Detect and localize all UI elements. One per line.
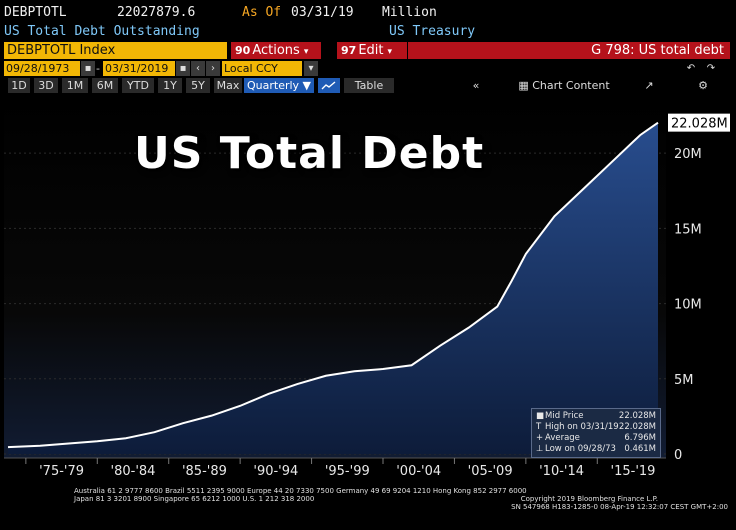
legend-label: Average: [545, 433, 580, 443]
period-6m[interactable]: 6M: [92, 78, 118, 93]
calendar-icon[interactable]: ▪: [81, 61, 95, 76]
legend-row: ⊥ Low on 09/28/73 0.461M: [536, 444, 656, 455]
x-tick-label: '00-'04: [396, 464, 441, 479]
x-tick-label: '10-'14: [539, 464, 584, 479]
prev-icon[interactable]: ‹: [191, 61, 205, 76]
gear-icon[interactable]: ⚙: [694, 78, 712, 93]
chevron-down-icon: ▾: [303, 47, 309, 57]
start-date-field[interactable]: 09/28/1973: [4, 61, 80, 76]
y-tick-label: 5M: [674, 373, 694, 388]
actions-num: 90: [235, 44, 251, 57]
footer-copyright: Copyright 2019 Bloomberg Finance L.P.: [520, 495, 658, 503]
footer-phones-2: Japan 81 3 3201 8900 Singapore 65 6212 1…: [74, 495, 315, 503]
legend-value: 22.028M: [618, 422, 656, 432]
legend-value: 0.461M: [624, 444, 656, 454]
units: Million: [382, 5, 437, 20]
edit-chart-icon[interactable]: ↗: [640, 78, 658, 93]
chevron-down-icon[interactable]: ▾: [304, 61, 318, 76]
as-of-date: 03/31/19: [291, 5, 354, 20]
chevron-down-icon: ▾: [387, 47, 393, 57]
end-date-field[interactable]: 03/31/2019: [103, 61, 175, 76]
period-1m[interactable]: 1M: [62, 78, 88, 93]
edit-num: 97: [341, 44, 357, 57]
calendar-icon[interactable]: ▪: [176, 61, 190, 76]
legend-symbol: T: [536, 422, 542, 432]
legend-row: ■Mid Price 22.028M: [536, 411, 656, 422]
range-dash: -: [96, 62, 100, 75]
chart-content-label: Chart Content: [532, 79, 610, 92]
y-axis: 0 5M 10M 15M 20M: [674, 147, 702, 463]
legend-row: + Average 6.796M: [536, 433, 656, 444]
chart-content-button[interactable]: ▦ Chart Content: [504, 78, 624, 93]
last-value-label: 22.028M: [668, 113, 730, 132]
legend-symbol: ■: [536, 411, 545, 421]
debt-line: [7, 121, 659, 449]
legend-label: Low on 09/28/73: [545, 444, 616, 454]
legend-symbol: ⊥: [536, 444, 544, 454]
chart-legend: ■Mid Price 22.028M T High on 03/31/19 22.02…: [531, 408, 661, 458]
footer-phones-1: Australia 61 2 9777 8600 Brazil 5511 239…: [74, 487, 527, 495]
undo-icon[interactable]: ↶: [684, 61, 698, 76]
chart-toolbar: 1D 3D 1M 6M YTD 1Y 5Y Max Quarterly ▼ Ta…: [4, 78, 732, 93]
period-1d[interactable]: 1D: [8, 78, 30, 93]
ticker: DEBPTOTL: [4, 5, 67, 20]
x-tick-label: '90-'94: [253, 464, 298, 479]
last-value-box: [668, 113, 730, 132]
redo-icon[interactable]: ↷: [704, 61, 718, 76]
currency-select[interactable]: Local CCY: [222, 61, 302, 76]
source: US Treasury: [389, 24, 476, 39]
x-tick-label: '85-'89: [182, 464, 227, 479]
x-tick-label: '75-'79: [39, 464, 84, 479]
chart-title-overlay: US Total Debt: [134, 128, 485, 179]
footer-session: SN 547968 H183-1285-0 08-Apr-19 12:32:07…: [511, 503, 728, 511]
legend-row: T High on 03/31/19 22.028M: [536, 422, 656, 433]
actions-label: Actions: [252, 43, 300, 58]
legend-value: 22.028M: [618, 411, 656, 421]
y-tick-label: 10M: [674, 298, 702, 313]
table-button[interactable]: Table: [344, 78, 394, 93]
period-1y[interactable]: 1Y: [158, 78, 182, 93]
debt-chart[interactable]: 0 5M 10M 15M 20M '75-'79 '80-'84 '85-'89 '90-'9…: [4, 96, 732, 484]
last-value-text: 22.028M: [671, 117, 728, 132]
x-axis: '75-'79 '80-'84 '85-'89 '90-'94 '95-'99 '00-'…: [4, 457, 666, 479]
period-3d[interactable]: 3D: [34, 78, 58, 93]
legend-symbol: +: [536, 433, 544, 443]
line-chart-icon[interactable]: [318, 78, 340, 93]
description: US Total Debt Outstanding: [4, 24, 200, 39]
x-tick-label: '80-'84: [111, 464, 156, 479]
next-icon[interactable]: ›: [206, 61, 220, 76]
period-ytd[interactable]: YTD: [122, 78, 154, 93]
as-of-label: As Of: [242, 5, 282, 20]
x-tick-label: '95-'99: [325, 464, 370, 479]
security-field[interactable]: DEBPTOTL Index: [4, 42, 227, 59]
legend-label: High on 03/31/19: [545, 422, 619, 432]
page-title: G 798: US total debt: [408, 42, 730, 59]
edit-label: Edit: [358, 43, 384, 58]
period-max[interactable]: Max: [214, 78, 242, 93]
period-5y[interactable]: 5Y: [186, 78, 210, 93]
collapse-icon[interactable]: «: [466, 78, 486, 93]
y-tick-label: 20M: [674, 147, 702, 162]
y-tick-label: 15M: [674, 222, 702, 237]
actions-button[interactable]: 90 Actions ▾: [231, 42, 321, 59]
last-value: 22027879.6: [117, 5, 196, 20]
chart-content-icon: ▦: [518, 79, 533, 92]
x-tick-label: '05-'09: [468, 464, 513, 479]
header-line-2: US Total Debt Outstanding US Treasury: [0, 23, 736, 41]
legend-label: Mid Price: [545, 411, 584, 421]
header-line-1: DEBPTOTL 22027879.6 As Of 03/31/19 Milli…: [0, 4, 736, 22]
x-tick-label: '15-'19: [611, 464, 656, 479]
frequency-select[interactable]: Quarterly ▼: [244, 78, 314, 93]
y-tick-label: 0: [674, 448, 682, 463]
debt-area: [8, 122, 658, 454]
edit-button[interactable]: 97 Edit ▾: [337, 42, 407, 59]
legend-value: 6.796M: [624, 433, 656, 443]
